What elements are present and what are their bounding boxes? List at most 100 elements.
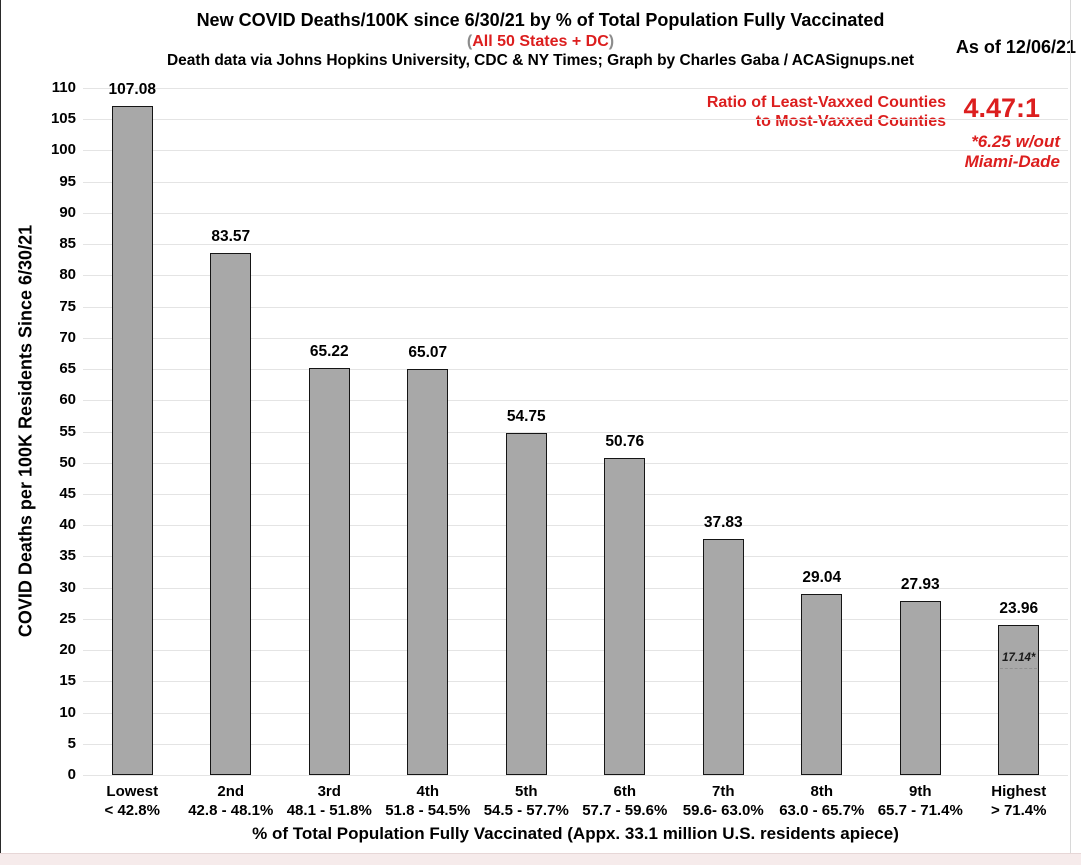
x-tick-label: 8th 63.0 - 65.7% xyxy=(767,783,878,820)
x-tick-range: 42.8 - 48.1% xyxy=(188,801,274,819)
bar xyxy=(998,625,1040,775)
gridline xyxy=(83,244,1068,246)
y-tick-label: 60 xyxy=(59,391,76,409)
x-tick-ordinal: 8th xyxy=(810,783,834,800)
gridline xyxy=(83,743,1068,745)
x-tick-label: 5th 54.5 - 57.7% xyxy=(471,783,582,820)
bar-inner-note: 17.14* xyxy=(1002,651,1036,664)
chart-credit: Death data via Johns Hopkins University,… xyxy=(166,52,915,69)
bar-inner-note-line xyxy=(1000,667,1038,669)
bar-value-label: 50.76 xyxy=(605,432,645,450)
gridline xyxy=(83,88,1068,89)
y-tick-label: 0 xyxy=(67,766,76,783)
gridline xyxy=(83,337,1068,339)
bar-value-label: 65.22 xyxy=(309,342,349,360)
x-tick-ordinal: 4th xyxy=(416,783,440,800)
x-tick-ordinal: Highest xyxy=(991,783,1047,800)
gridline xyxy=(83,493,1068,495)
x-tick-range: 63.0 - 65.7% xyxy=(779,801,865,819)
window-left-border xyxy=(0,0,1,853)
bar xyxy=(801,593,843,775)
subtitle-paren-close: ) xyxy=(608,33,615,50)
ratio-note-line2: Miami-Dade xyxy=(964,152,1060,171)
x-tick-range: 51.8 - 54.5% xyxy=(385,801,471,819)
window-right-border xyxy=(1070,0,1071,853)
gridline xyxy=(83,306,1068,308)
x-tick-range: 59.6- 63.0% xyxy=(682,801,764,819)
gridline xyxy=(83,119,1068,121)
x-tick-range: 57.7 - 59.6% xyxy=(582,801,668,819)
bar-value-label: 65.07 xyxy=(408,343,448,361)
x-tick-label: 6th 57.7 - 59.6% xyxy=(570,783,681,820)
gridline xyxy=(83,275,1068,277)
bar xyxy=(210,253,252,775)
ratio-note-line1: *6.25 w/out xyxy=(971,132,1060,151)
bar xyxy=(702,538,744,775)
y-tick-label: 100 xyxy=(50,141,76,159)
subtitle-text: All 50 States + DC xyxy=(472,33,609,50)
subtitle-paren-open: ( xyxy=(466,33,473,50)
x-tick-ordinal: Lowest xyxy=(106,783,159,800)
y-tick-label: 20 xyxy=(59,641,76,659)
gridline xyxy=(83,369,1068,371)
gridline xyxy=(83,150,1068,152)
chart-subtitle: (All 50 States + DC) xyxy=(0,32,1081,51)
bar xyxy=(407,368,449,775)
gridline xyxy=(83,650,1068,652)
bar-value-label: 83.57 xyxy=(211,228,251,246)
x-tick-label: 3rd 48.1 - 51.8% xyxy=(274,783,385,820)
ratio-label-line1: Ratio of Least-Vaxxed Counties xyxy=(706,94,946,111)
gridline xyxy=(83,556,1068,558)
gridline xyxy=(83,181,1068,183)
as-of-date: As of 12/06/21 xyxy=(955,37,1076,57)
gridline xyxy=(83,587,1068,589)
ratio-value: 4.47:1 xyxy=(963,93,1040,123)
y-tick-label: 105 xyxy=(50,110,76,128)
bar-value-label: 54.75 xyxy=(506,408,546,426)
y-tick-label: 90 xyxy=(59,203,76,221)
bar-value-label: 29.04 xyxy=(802,568,842,586)
x-tick-label: Lowest < 42.8% xyxy=(77,783,188,820)
x-tick-label: 2nd 42.8 - 48.1% xyxy=(176,783,287,820)
y-tick-label: 95 xyxy=(59,172,76,190)
window-bottom-strip xyxy=(0,853,1081,865)
y-tick-label: 30 xyxy=(59,578,76,596)
gridline xyxy=(83,525,1068,527)
y-tick-label: 70 xyxy=(59,328,76,346)
x-tick-ordinal: 3rd xyxy=(317,783,341,800)
gridline xyxy=(83,400,1068,402)
gridline xyxy=(83,681,1068,683)
gridline xyxy=(83,212,1068,214)
x-tick-ordinal: 7th xyxy=(712,783,735,800)
bar xyxy=(899,600,941,775)
y-tick-label: 50 xyxy=(59,453,76,471)
ratio-label-line2: to Most-Vaxxed Counties xyxy=(755,113,946,130)
bar-value-label: 23.96 xyxy=(999,600,1039,618)
x-tick-label: 9th 65.7 - 71.4% xyxy=(865,783,976,820)
gridline xyxy=(83,618,1068,620)
gridline xyxy=(83,712,1068,714)
y-tick-label: 35 xyxy=(59,547,76,565)
x-tick-ordinal: 9th xyxy=(909,783,932,800)
x-tick-ordinal: 2nd xyxy=(217,783,245,800)
y-tick-label: 40 xyxy=(59,516,76,534)
bar xyxy=(308,367,350,775)
gridline xyxy=(83,431,1068,433)
gridline xyxy=(83,462,1068,464)
x-tick-range: > 71.4% xyxy=(991,801,1047,819)
page-title: New COVID Deaths/100K since 6/30/21 by %… xyxy=(196,10,885,30)
x-tick-range: < 42.8% xyxy=(104,801,160,819)
bar-value-label: 27.93 xyxy=(900,575,940,593)
bar xyxy=(604,457,646,775)
x-axis-title: % of Total Population Fully Vaccinated (… xyxy=(252,824,899,843)
y-tick-label: 85 xyxy=(59,235,76,253)
x-tick-ordinal: 5th xyxy=(515,783,538,800)
bar-value-label: 107.08 xyxy=(108,81,156,99)
y-tick-label: 75 xyxy=(59,297,76,315)
gridline xyxy=(83,775,1068,776)
x-tick-range: 65.7 - 71.4% xyxy=(877,801,963,819)
bar-value-label: 37.83 xyxy=(703,513,743,531)
x-tick-label: Highest > 71.4% xyxy=(964,783,1075,820)
bar xyxy=(111,106,153,775)
